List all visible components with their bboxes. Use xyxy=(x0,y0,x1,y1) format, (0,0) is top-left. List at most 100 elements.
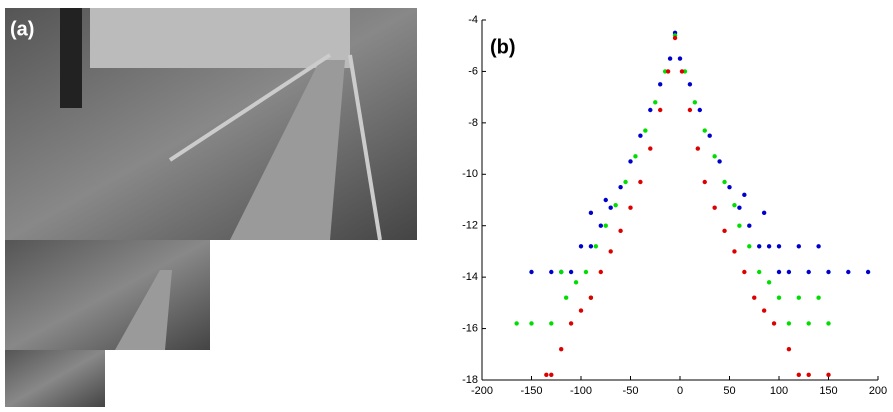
point xyxy=(796,244,801,249)
point xyxy=(549,372,554,378)
x-tick-label: 0 xyxy=(677,385,683,397)
point xyxy=(826,372,831,378)
point xyxy=(826,269,831,275)
photo-level-3 xyxy=(5,350,105,407)
y-tick-label: -8 xyxy=(468,117,478,129)
point xyxy=(598,223,603,228)
point xyxy=(776,244,782,249)
point xyxy=(677,56,683,61)
y-tick-label: -16 xyxy=(462,322,478,334)
point xyxy=(638,133,643,138)
point xyxy=(757,269,762,275)
point xyxy=(786,321,792,326)
point xyxy=(623,179,628,185)
point xyxy=(544,372,549,378)
point xyxy=(816,244,821,249)
x-tick-label: 100 xyxy=(770,385,788,397)
point xyxy=(702,179,707,185)
point xyxy=(742,192,747,198)
point xyxy=(568,269,574,275)
point xyxy=(665,69,671,74)
point xyxy=(658,82,663,87)
point xyxy=(806,372,811,378)
point xyxy=(667,56,673,61)
point xyxy=(816,295,821,300)
point xyxy=(757,244,762,249)
point xyxy=(529,321,534,326)
x-tick-label: -100 xyxy=(570,385,592,397)
point xyxy=(618,184,623,190)
point xyxy=(687,107,693,113)
point xyxy=(573,280,579,285)
point xyxy=(588,244,594,249)
point xyxy=(643,128,648,133)
point xyxy=(549,269,554,275)
point xyxy=(578,308,584,313)
point xyxy=(846,269,851,275)
x-tick-label: 200 xyxy=(869,385,887,397)
point xyxy=(618,228,623,234)
scatter-plot: (b) -4 -6 -8 -10 -12 -14 -16 -18-200 -150 -100 -50… xyxy=(462,14,887,397)
point xyxy=(628,205,633,210)
x-tick-label: 50 xyxy=(723,385,735,397)
point xyxy=(707,133,712,138)
point xyxy=(628,159,633,164)
point xyxy=(722,179,727,185)
point xyxy=(796,372,801,378)
x-tick-label: 150 xyxy=(819,385,837,397)
x-tick-label: -150 xyxy=(520,385,542,397)
photo-level-2 xyxy=(5,240,210,350)
point xyxy=(638,179,643,185)
point xyxy=(806,269,811,275)
point xyxy=(826,321,831,326)
point xyxy=(583,269,589,275)
y-tick-label: -10 xyxy=(462,168,478,180)
point xyxy=(761,308,767,313)
point xyxy=(648,146,653,151)
y-tick-label: -4 xyxy=(468,14,478,26)
point xyxy=(559,346,564,352)
panel-label: (b) xyxy=(490,36,516,58)
railing xyxy=(168,53,332,162)
point xyxy=(603,223,608,228)
path xyxy=(230,60,345,240)
point xyxy=(806,321,811,326)
point xyxy=(608,249,613,254)
point xyxy=(742,269,747,275)
point xyxy=(603,197,608,203)
point xyxy=(865,269,871,275)
point xyxy=(549,321,554,326)
point xyxy=(702,128,707,133)
point xyxy=(679,69,685,74)
point xyxy=(786,346,792,352)
point xyxy=(608,205,613,210)
point xyxy=(732,249,737,254)
y-tick-label: -12 xyxy=(462,220,478,232)
point xyxy=(593,244,599,249)
railing xyxy=(348,54,382,241)
point xyxy=(568,321,574,326)
point xyxy=(559,269,564,275)
point xyxy=(658,107,663,113)
point xyxy=(653,100,658,105)
point xyxy=(687,82,693,87)
point xyxy=(747,244,752,249)
y-tick-label: -6 xyxy=(468,65,478,77)
point xyxy=(786,269,792,275)
point xyxy=(529,269,534,275)
point xyxy=(588,210,594,216)
point xyxy=(722,228,727,234)
point xyxy=(752,295,757,300)
tree-trunk xyxy=(60,8,82,108)
point xyxy=(766,280,772,285)
point xyxy=(776,269,782,275)
point xyxy=(727,184,732,190)
point xyxy=(712,154,717,159)
y-tick-label: -18 xyxy=(462,374,478,386)
point xyxy=(717,159,722,164)
point xyxy=(732,202,737,208)
point xyxy=(712,205,717,210)
point xyxy=(776,295,782,300)
x-tick-label: -200 xyxy=(471,385,493,397)
